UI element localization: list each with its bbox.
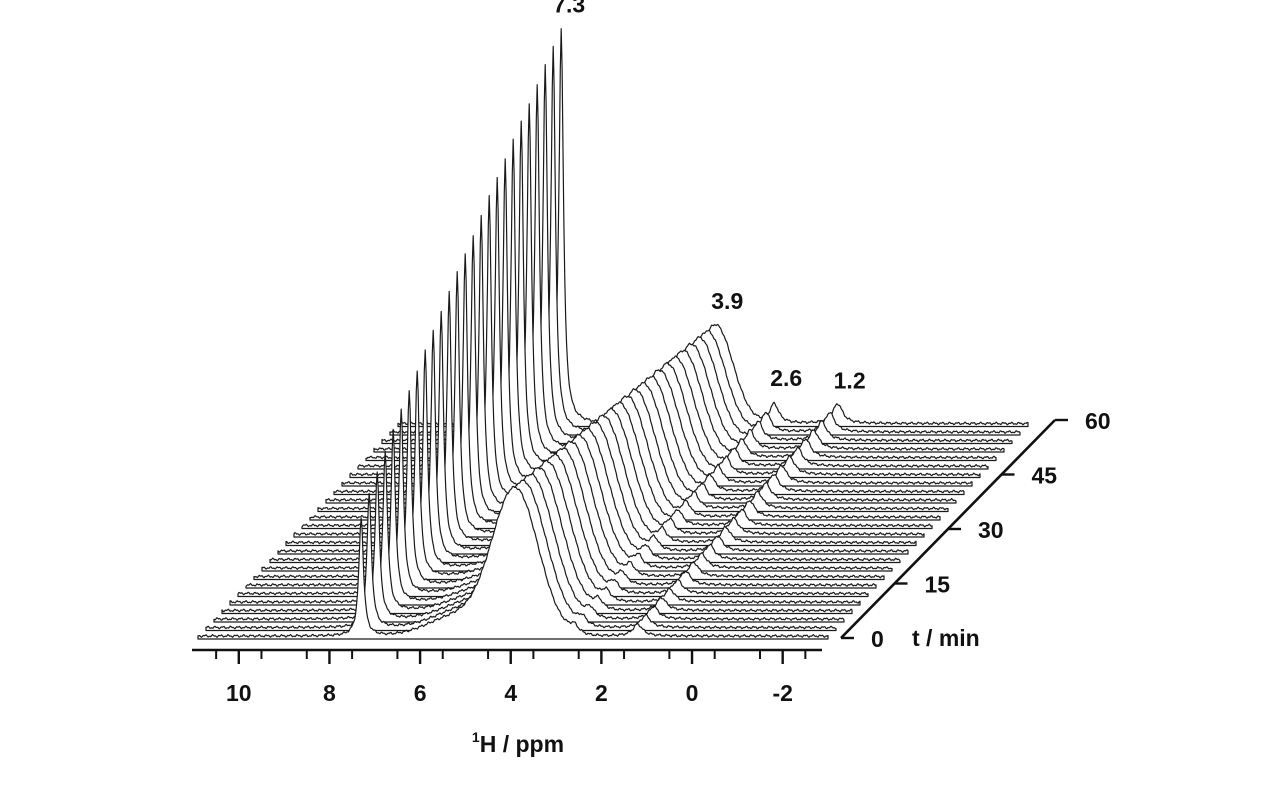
ppm-axis-label-text: H / ppm xyxy=(480,731,564,757)
peak-label-1-2: 1.2 xyxy=(834,367,866,393)
peak-label-2-6: 2.6 xyxy=(770,365,802,391)
time-tick-label: 30 xyxy=(978,517,1004,543)
ppm-tick-label: -2 xyxy=(772,680,792,706)
time-tick-label: 45 xyxy=(1032,463,1058,489)
time-axis-ticks: 0 15 30 45 60 xyxy=(841,408,1111,652)
spectrum-trace-0 xyxy=(197,485,829,640)
ppm-tick-label: 0 xyxy=(686,680,699,706)
peak-label-3-9: 3.9 xyxy=(711,288,743,314)
ppm-tick-label: 10 xyxy=(226,680,252,706)
ppm-tick-label: 2 xyxy=(595,680,608,706)
time-tick-label: 0 xyxy=(871,626,884,652)
peak-label-7-3: 7.3 xyxy=(553,0,585,18)
ppm-tick-label: 6 xyxy=(414,680,427,706)
ppm-tick-label: 8 xyxy=(323,680,336,706)
time-tick-label: 60 xyxy=(1085,408,1111,434)
peak-labels: 7.3 3.9 2.6 1.2 xyxy=(553,0,865,393)
time-tick-label: 15 xyxy=(925,572,951,598)
ppm-axis-ticks: 10 8 6 4 2 0 -2 xyxy=(215,650,807,706)
time-axis: 0 15 30 45 60 t / min xyxy=(840,408,1111,652)
ppm-axis-label: 1H / ppm xyxy=(472,729,564,757)
time-axis-label: t / min xyxy=(912,625,980,651)
spectra-traces xyxy=(197,28,1029,640)
ppm-axis-label-superscript: 1 xyxy=(472,729,480,745)
ppm-axis: 10 8 6 4 2 0 -2 1H / ppm xyxy=(192,648,822,757)
ppm-tick-label: 4 xyxy=(504,680,517,706)
